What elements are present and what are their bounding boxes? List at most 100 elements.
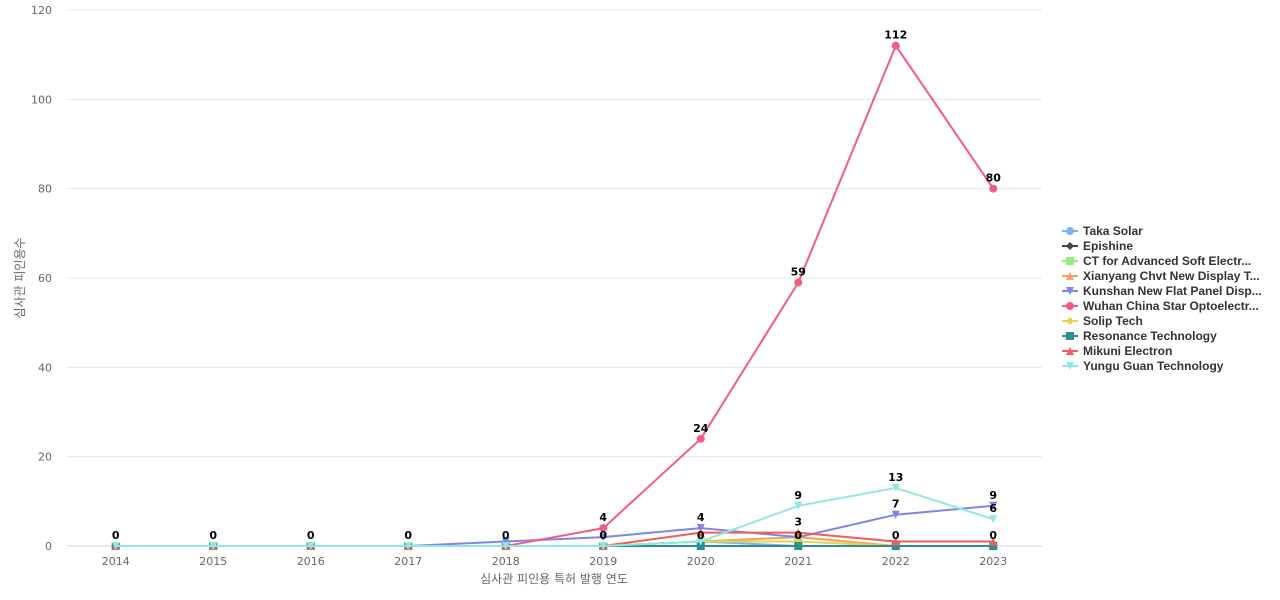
data-point[interactable]	[696, 537, 705, 546]
data-label: 3	[794, 516, 802, 529]
legend-label: Yungu Guan Technology	[1083, 358, 1224, 373]
data-point[interactable]	[696, 528, 705, 537]
legend-item[interactable]: Solip Tech	[1062, 313, 1262, 328]
data-label: 9	[989, 489, 997, 502]
legend-label: Epishine	[1083, 238, 1134, 253]
data-label: 0	[209, 529, 217, 542]
legend-symbol	[1062, 362, 1078, 370]
data-label: 0	[794, 529, 802, 542]
data-point[interactable]	[501, 542, 510, 550]
data-label: 4	[599, 511, 607, 524]
x-tick-label: 2021	[784, 555, 812, 568]
x-tick-label: 2018	[492, 555, 520, 568]
data-point[interactable]	[794, 278, 803, 287]
data-label: 0	[697, 529, 705, 542]
data-point[interactable]	[794, 501, 803, 510]
data-point[interactable]	[209, 542, 218, 550]
x-tick-label: 2017	[394, 555, 422, 568]
series-6	[111, 41, 998, 550]
data-label: 13	[888, 471, 903, 484]
data-point[interactable]	[599, 542, 608, 550]
x-tick-label: 2019	[589, 555, 617, 568]
legend-symbol	[1062, 257, 1078, 265]
data-label: 0	[502, 529, 510, 542]
data-label: 80	[986, 172, 1002, 185]
data-label: 9	[794, 489, 802, 502]
data-point[interactable]	[306, 542, 315, 550]
x-tick-label: 2023	[979, 555, 1007, 568]
legend-symbol	[1062, 287, 1078, 295]
data-point[interactable]	[696, 524, 705, 533]
y-tick-label: 40	[38, 361, 52, 374]
data-point[interactable]	[599, 524, 608, 533]
data-point[interactable]	[696, 542, 705, 550]
data-point[interactable]	[989, 537, 998, 546]
y-tick-label: 20	[38, 451, 52, 464]
legend-label: Kunshan New Flat Panel Disp...	[1083, 283, 1262, 298]
data-label: 0	[892, 529, 900, 542]
series-4	[111, 533, 998, 550]
grid-lines	[67, 9, 1042, 458]
data-point[interactable]	[891, 510, 900, 519]
data-point[interactable]	[794, 542, 803, 550]
legend-symbol	[1062, 272, 1078, 280]
series-line	[114, 504, 995, 547]
series-line	[114, 44, 995, 547]
legend-label: Taka Solar	[1083, 223, 1143, 238]
legend-item[interactable]: Mikuni Electron	[1062, 343, 1262, 358]
legend-label: Resonance Technology	[1083, 328, 1217, 343]
legend-item[interactable]: CT for Advanced Soft Electr...	[1062, 253, 1262, 268]
legend-item[interactable]: Resonance Technology	[1062, 328, 1262, 343]
series-lines	[111, 41, 998, 550]
x-axis-title: 심사관 피인용 특허 발행 연도	[480, 571, 628, 586]
legend-item[interactable]: Xianyang Chvt New Display T...	[1062, 268, 1262, 283]
y-tick-label: 80	[38, 183, 52, 196]
data-point[interactable]	[111, 542, 120, 550]
data-label: 112	[884, 29, 907, 42]
y-axis-title: 심사관 피인용수	[13, 237, 27, 318]
data-point[interactable]	[794, 528, 803, 537]
legend-symbol	[1062, 317, 1078, 325]
data-point[interactable]	[989, 184, 998, 193]
legend-symbol	[1062, 332, 1078, 340]
data-point[interactable]	[501, 537, 510, 546]
data-label: 59	[791, 265, 806, 278]
data-point[interactable]	[891, 537, 900, 546]
data-point[interactable]	[989, 501, 998, 510]
legend-label: Mikuni Electron	[1083, 343, 1173, 358]
y-tick-label: 100	[31, 93, 52, 106]
data-label: 0	[307, 529, 315, 542]
data-label: 6	[989, 502, 997, 515]
legend-label: Solip Tech	[1083, 313, 1143, 328]
data-point[interactable]	[891, 41, 900, 50]
x-tick-label: 2015	[199, 555, 227, 568]
legend-item[interactable]: Wuhan China Star Optoelectr...	[1062, 298, 1262, 313]
legend-item[interactable]: Yungu Guan Technology	[1062, 358, 1262, 373]
x-tick-label: 2020	[687, 555, 715, 568]
legend-label: Xianyang Chvt New Display T...	[1083, 268, 1260, 283]
data-point[interactable]	[404, 542, 413, 550]
data-point[interactable]	[599, 533, 608, 542]
series-10	[111, 483, 998, 550]
legend-item[interactable]: Epishine	[1062, 238, 1262, 253]
legend-label: CT for Advanced Soft Electr...	[1083, 253, 1252, 268]
legend-symbol	[1062, 347, 1078, 355]
chart-legend: Taka Solar Epishine CT for Advanced Soft E…	[1062, 223, 1262, 373]
y-tick-label: 60	[38, 272, 52, 285]
legend-symbol	[1062, 302, 1078, 310]
legend-item[interactable]: Taka Solar	[1062, 223, 1262, 238]
data-point[interactable]	[696, 434, 705, 443]
data-label: 0	[599, 529, 607, 542]
data-label: 0	[989, 529, 997, 542]
data-point[interactable]	[891, 483, 900, 492]
data-label: 7	[892, 498, 900, 511]
y-tick-label: 0	[45, 540, 52, 553]
data-point[interactable]	[989, 515, 998, 524]
x-tick-label: 2016	[297, 555, 325, 568]
x-tick-label: 2014	[102, 555, 130, 568]
series-line	[114, 486, 995, 547]
legend-item[interactable]: Kunshan New Flat Panel Disp...	[1062, 283, 1262, 298]
